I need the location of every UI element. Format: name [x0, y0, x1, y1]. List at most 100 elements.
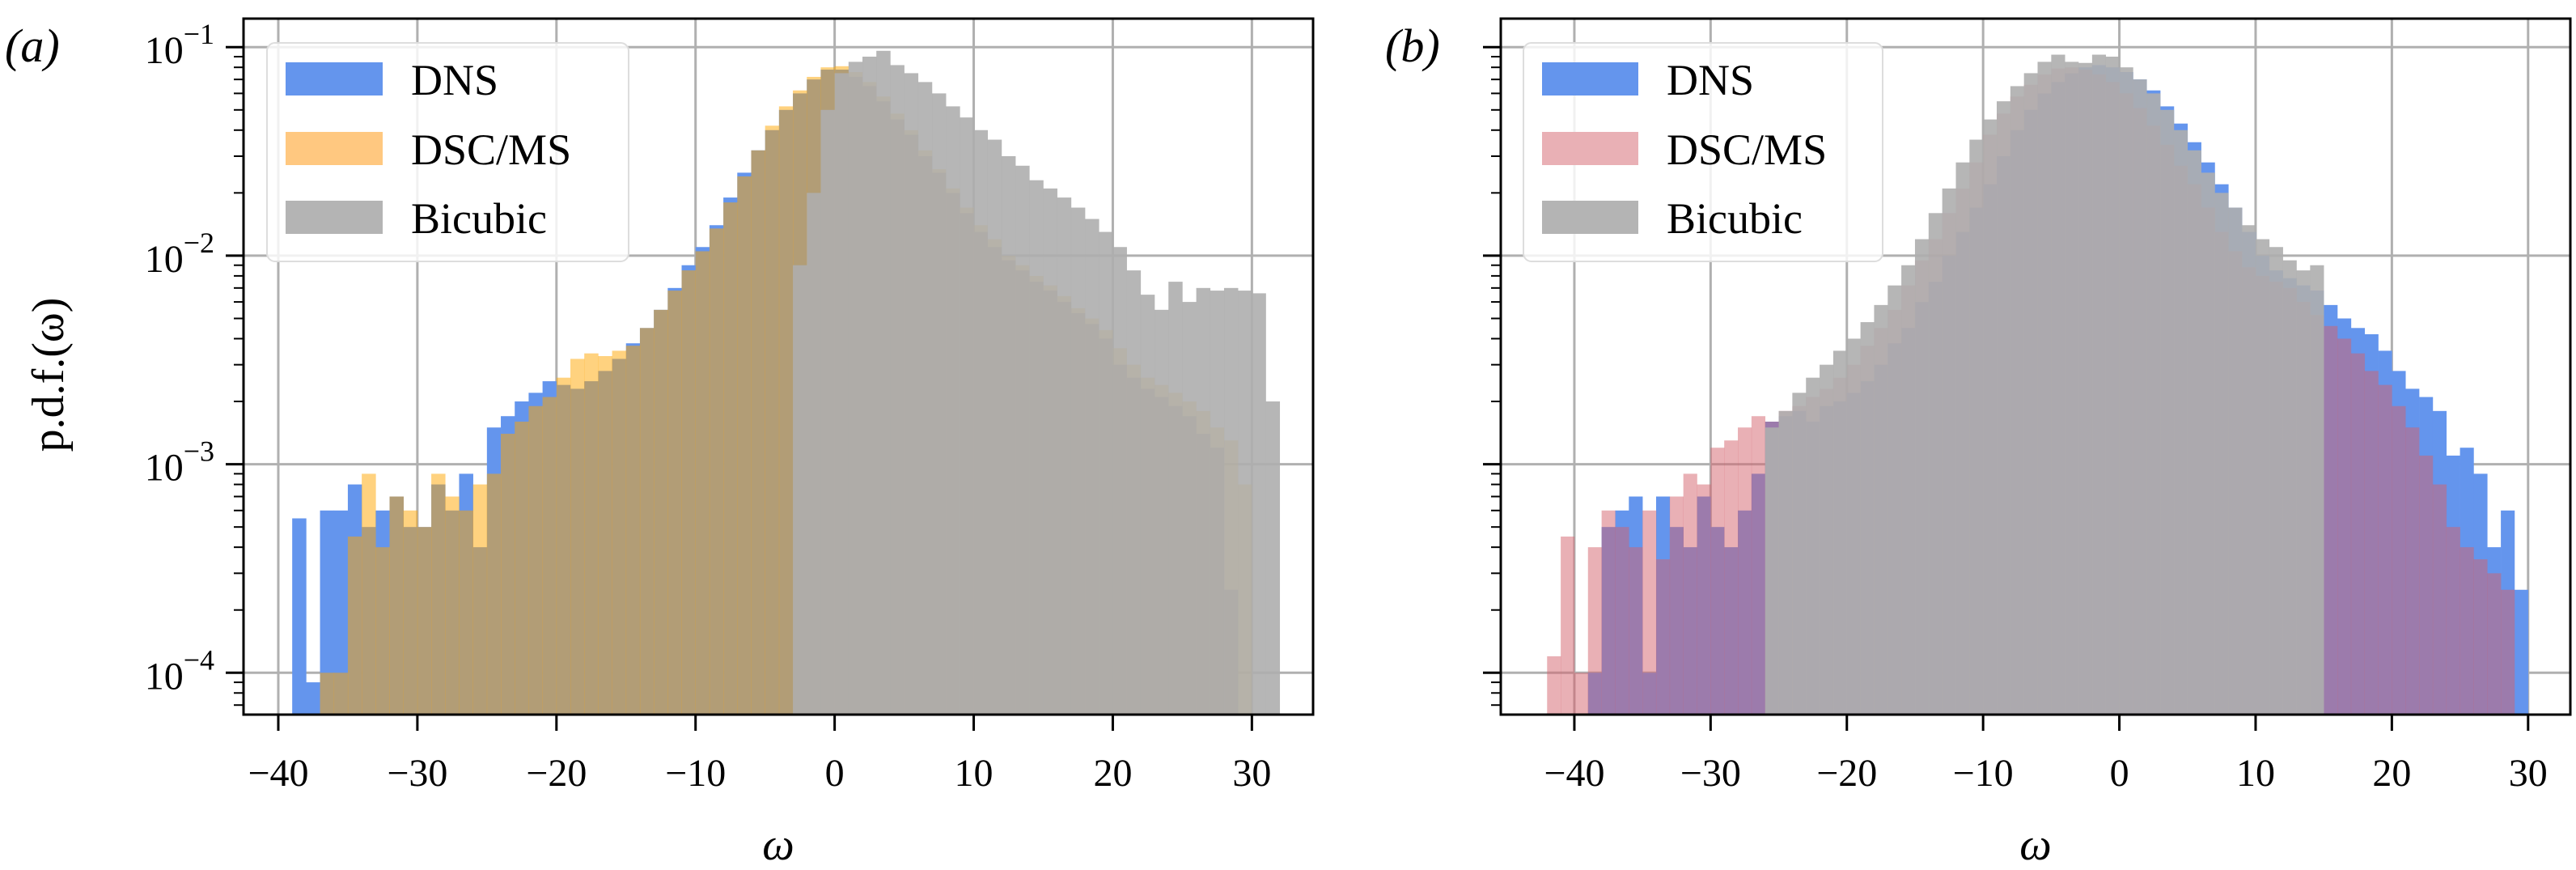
histogram-bar	[1669, 496, 1684, 715]
histogram-bar	[1888, 285, 1902, 715]
histogram-bar	[1751, 416, 1766, 715]
histogram-bar	[2065, 62, 2079, 715]
histogram-bar	[1955, 162, 1970, 715]
panel-label-b: (b)	[1385, 19, 1440, 72]
histogram-bar	[1928, 213, 1943, 715]
y-tick-label: 10−2	[145, 227, 214, 281]
histogram-bar	[2242, 225, 2256, 715]
histogram-bar	[2296, 270, 2311, 715]
legend-swatch-dns-a	[286, 62, 383, 95]
x-tick-label: 20	[2372, 752, 2411, 795]
x-tick-label: 0	[2110, 752, 2129, 795]
axes-frame-b	[1499, 17, 2572, 716]
histogram-bar	[1140, 295, 1155, 715]
histogram-bar	[2214, 193, 2229, 715]
histogram-bar	[1168, 282, 1183, 715]
histogram-bar	[1561, 536, 1575, 715]
histogram-bar	[1655, 559, 1671, 715]
histogram-bar	[1265, 401, 1281, 715]
legend-b: DNS DSC/MS Bicubic	[1523, 42, 1883, 262]
histogram-bar	[1765, 427, 1779, 715]
histogram-bar	[807, 193, 821, 715]
histogram-bar	[1806, 377, 1820, 715]
histogram-bar	[2023, 73, 2038, 715]
histogram-bar	[612, 350, 627, 715]
histogram-bar	[890, 65, 905, 715]
x-tick-label: −20	[526, 752, 587, 795]
histogram-bar	[2255, 239, 2270, 715]
panel-a: (a) 10−1 10−2 10−3 10−4 −40 −30 −20 −10 0 10 20 30…	[5, 17, 1315, 870]
histogram-bar	[2119, 67, 2133, 715]
histogram-bar	[598, 355, 612, 715]
histogram-bar	[320, 510, 335, 715]
histogram-bar	[625, 346, 641, 715]
legend-swatch-bicubic-b	[1542, 201, 1638, 234]
histogram-bar	[1547, 656, 1561, 715]
histogram-bar	[862, 57, 877, 715]
legend-label-dns-a: DNS	[411, 56, 498, 104]
histogram-bar	[946, 106, 960, 715]
histogram-bar	[2037, 62, 2052, 715]
histogram-bar	[2105, 57, 2120, 715]
legend-swatch-dscms-a	[286, 132, 383, 165]
histogram-bar	[1983, 119, 1998, 715]
histogram-bar	[2514, 589, 2529, 715]
histogram-bar	[1710, 448, 1725, 715]
series-bicubic	[1765, 54, 2324, 715]
histogram-bar	[1070, 207, 1086, 715]
histogram-bar	[292, 518, 307, 715]
histogram-bar	[1601, 510, 1616, 715]
histogram-bar	[1223, 287, 1239, 715]
histogram-bar	[667, 291, 682, 715]
histogram-bar	[960, 117, 974, 715]
histogram-bar	[472, 484, 488, 715]
histogram-bar	[834, 73, 849, 715]
histogram-bar	[2146, 93, 2161, 715]
histogram-bar	[1820, 364, 1834, 715]
histogram-bar	[904, 73, 919, 715]
histogram-bar	[2459, 547, 2474, 715]
histogram-bar	[570, 359, 585, 715]
histogram-bar	[2282, 260, 2297, 715]
panel-b: (b) −40 −30 −20 −10 0 10 20 30 ω DNS DSC/MS Bic…	[1385, 17, 2572, 870]
histogram-bar	[1182, 302, 1197, 715]
histogram-bar	[1155, 309, 1169, 715]
histogram-bar	[2201, 172, 2215, 715]
x-axis-label-b: ω	[2019, 820, 2052, 870]
histogram-bar	[1642, 510, 1657, 715]
y-axis-ticks-b	[1483, 45, 1501, 707]
histogram-bar	[1112, 247, 1127, 715]
histogram-bar	[1697, 484, 1711, 715]
histogram-bar	[1683, 473, 1697, 715]
histogram-bar	[1942, 188, 1956, 715]
histogram-bar	[362, 473, 376, 715]
histogram-bar	[1969, 139, 1984, 715]
histogram-bar	[2228, 207, 2243, 715]
histogram-bar	[445, 496, 460, 715]
histogram-bar	[654, 309, 668, 715]
histogram-bar	[1057, 197, 1072, 715]
x-tick-label: −30	[1680, 752, 1741, 795]
histogram-bar	[1029, 180, 1044, 715]
histogram-bar	[917, 82, 933, 715]
y-tick-label: 10−3	[145, 435, 214, 490]
histogram-bar	[987, 139, 1002, 715]
histogram-bar	[1629, 547, 1643, 715]
histogram-bar	[2078, 62, 2093, 715]
histogram-bar	[1085, 219, 1099, 715]
histogram-bar	[1574, 673, 1589, 715]
legend-swatch-dns-b	[1542, 62, 1638, 95]
histogram-bar	[528, 405, 543, 715]
histogram-bar	[2173, 129, 2188, 715]
histogram-bar	[2324, 325, 2338, 715]
histogram-bar	[1901, 265, 1916, 715]
y-tick-label: 10−1	[145, 18, 214, 72]
histogram-bar	[1792, 393, 1807, 715]
histogram-bar	[2419, 455, 2434, 715]
histogram-bars-b	[1547, 54, 2529, 715]
histogram-bar	[2310, 265, 2324, 715]
histogram-bar	[333, 673, 349, 715]
histogram-bar	[320, 673, 335, 715]
histogram-bar	[2337, 338, 2352, 715]
x-tick-label: 10	[955, 752, 994, 795]
